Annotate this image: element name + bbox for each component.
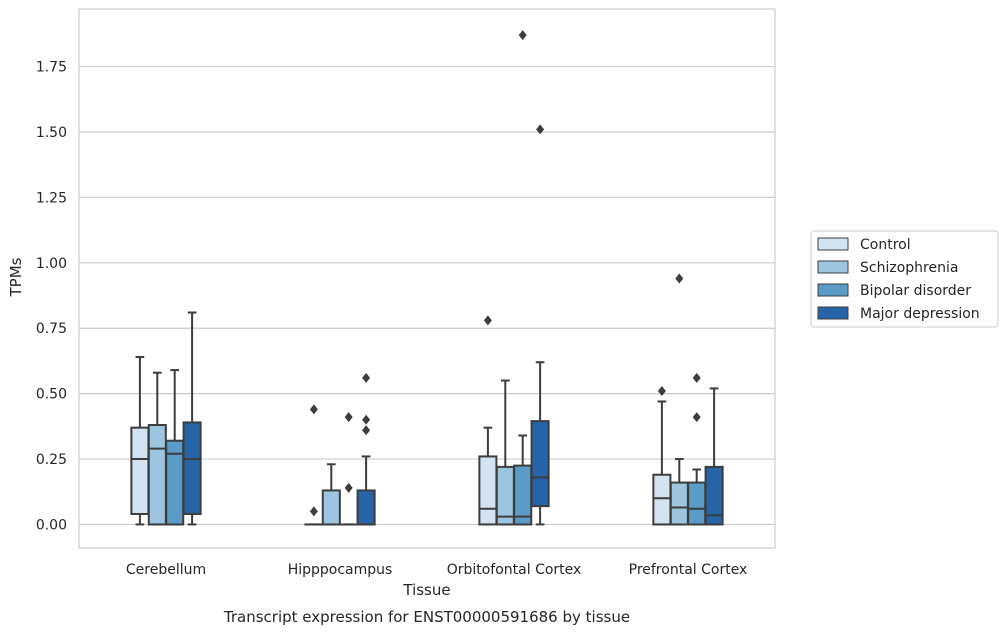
box-group xyxy=(182,311,202,526)
y-tick-label: 1.00 xyxy=(36,256,67,272)
chart-caption: Transcript expression for ENST0000059168… xyxy=(223,608,630,626)
outlier-point xyxy=(692,372,701,383)
y-tick-label: 0.75 xyxy=(36,321,67,337)
box xyxy=(687,481,707,526)
box-group xyxy=(339,412,359,526)
x-tick-labels: Cerebellum Hipppocampus Orbitofontal Corte… xyxy=(126,562,747,578)
box xyxy=(130,426,150,515)
box-group xyxy=(478,315,498,526)
legend-swatch xyxy=(817,237,849,251)
legend-label: Major depression xyxy=(860,306,980,322)
box-group xyxy=(130,355,150,526)
y-tick-labels: 0.00 0.25 0.50 0.75 1.00 1.25 1.50 1.75 xyxy=(36,60,67,534)
y-axis-title: TPMs xyxy=(7,257,25,297)
outlier-point xyxy=(362,372,371,383)
box-group xyxy=(652,386,672,526)
box-group xyxy=(704,387,724,526)
box-group xyxy=(165,369,185,526)
y-tick-label: 1.25 xyxy=(36,190,67,206)
y-tick-label: 0.50 xyxy=(36,387,67,403)
y-tick-label: 0.00 xyxy=(36,517,67,533)
y-tick-label: 1.50 xyxy=(36,125,67,141)
box-group xyxy=(669,273,689,526)
box xyxy=(321,489,341,526)
box xyxy=(182,421,202,515)
box-group xyxy=(356,372,376,526)
legend-label: Control xyxy=(860,237,911,253)
legend: Control Schizophrenia Bipolar disorder Majo… xyxy=(810,230,999,328)
outlier-point xyxy=(657,386,666,397)
plot-frame xyxy=(78,8,776,549)
box xyxy=(356,489,376,526)
box-group xyxy=(147,371,167,526)
legend-frame xyxy=(810,230,999,328)
outlier-point xyxy=(309,506,318,517)
box xyxy=(530,420,550,508)
box-group xyxy=(321,463,341,526)
outlier-point xyxy=(362,414,371,425)
outlier-point xyxy=(344,482,353,493)
x-tick-label: Prefrontal Cortex xyxy=(629,562,748,578)
box xyxy=(147,424,167,526)
x-tick-label: Orbitofontal Cortex xyxy=(447,562,582,578)
box xyxy=(669,481,689,526)
outlier-point xyxy=(675,273,684,284)
box-group xyxy=(495,379,515,526)
legend-items: Control Schizophrenia Bipolar disorder Majo… xyxy=(817,237,980,322)
outlier-point xyxy=(344,412,353,423)
outlier-point xyxy=(692,412,701,423)
legend-swatch xyxy=(817,260,849,274)
box-group xyxy=(687,372,707,526)
boxes-layer xyxy=(130,30,724,526)
box xyxy=(704,465,724,526)
box-group xyxy=(513,30,533,526)
y-tick-label: 0.25 xyxy=(36,452,67,468)
outlier-point xyxy=(309,404,318,415)
outlier-point xyxy=(536,124,545,135)
x-tick-label: Cerebellum xyxy=(126,562,206,578)
outlier-point xyxy=(483,315,492,326)
box xyxy=(652,473,672,526)
box-group xyxy=(530,124,550,526)
legend-swatch xyxy=(817,283,849,297)
legend-swatch xyxy=(817,306,849,320)
x-tick-label: Hipppocampus xyxy=(288,562,393,578)
outlier-point xyxy=(518,30,527,41)
box xyxy=(478,455,498,526)
legend-label: Schizophrenia xyxy=(860,260,958,276)
y-tick-label: 1.75 xyxy=(36,60,67,76)
outlier-point xyxy=(362,425,371,436)
x-axis-title: Tissue xyxy=(402,581,450,599)
legend-label: Bipolar disorder xyxy=(860,283,971,299)
box-group xyxy=(304,404,324,526)
